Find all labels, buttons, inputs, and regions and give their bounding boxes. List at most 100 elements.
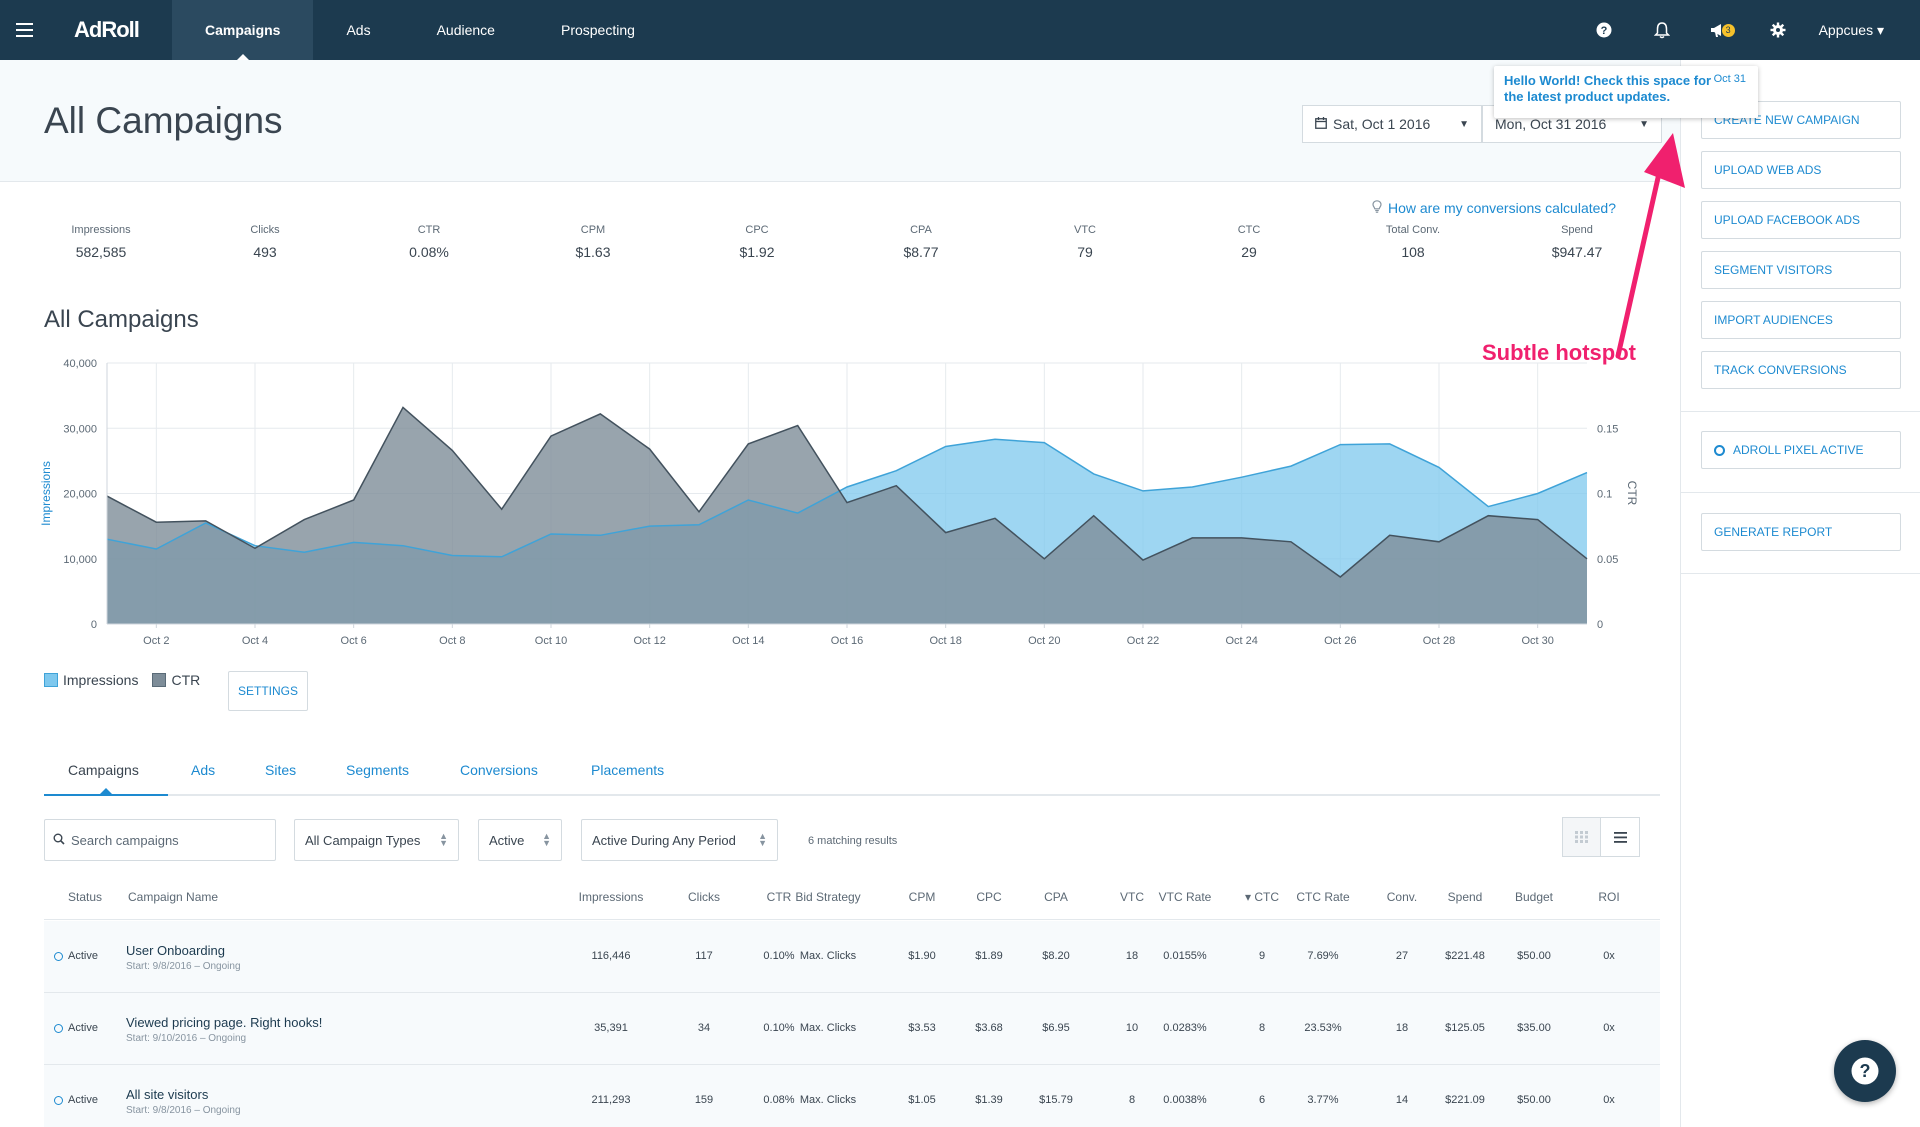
chevron-down-icon: ▼ — [1459, 118, 1469, 130]
track-conversions-button[interactable]: TRACK CONVERSIONS — [1701, 351, 1901, 389]
status-cell: Active — [54, 1094, 98, 1106]
search-icon — [53, 833, 65, 848]
table-row[interactable]: Active Viewed pricing page. Right hooks! S… — [44, 993, 1660, 1065]
bell-icon[interactable] — [1633, 0, 1691, 60]
cell-vtc: 10 — [1125, 1022, 1139, 1034]
upload-web-ads-button[interactable]: UPLOAD WEB ADS — [1701, 151, 1901, 189]
gear-icon[interactable] — [1749, 0, 1807, 60]
campaign-name-link[interactable]: User Onboarding — [126, 943, 225, 958]
column-header[interactable]: CPA — [1044, 890, 1068, 904]
svg-text:?: ? — [1860, 1061, 1871, 1081]
stat-value: 0.08% — [409, 244, 449, 260]
chart-legend: Impressions CTR — [44, 672, 200, 688]
column-header[interactable]: Bid Strategy — [795, 890, 861, 904]
column-header[interactable]: Impressions — [578, 890, 644, 904]
cell-roi: 0x — [1603, 1022, 1615, 1034]
column-header[interactable]: ▾ CTC — [1244, 890, 1280, 904]
tab-sites[interactable]: Sites — [265, 762, 297, 778]
legend-swatch-ctr[interactable] — [152, 673, 167, 687]
column-header[interactable]: ROI — [1598, 890, 1620, 904]
cell-impressions: 116,446 — [591, 950, 631, 962]
table-row[interactable]: Active All site visitors Start: 9/8/2016 –… — [44, 1065, 1660, 1127]
product-update-popover[interactable]: Hello World! Check this space for the la… — [1494, 66, 1758, 118]
annotation-label: Subtle hotspot — [1482, 340, 1636, 365]
stat-value: 29 — [1241, 244, 1257, 260]
nav-tab-audience[interactable]: Audience — [436, 22, 495, 38]
nav-tab-campaigns[interactable]: Campaigns — [172, 0, 314, 60]
column-header[interactable]: Budget — [1514, 890, 1554, 904]
menu-icon[interactable] — [0, 0, 48, 60]
svg-text:?: ? — [1600, 25, 1607, 37]
column-header[interactable]: VTC Rate — [1158, 890, 1212, 904]
grid-view-toggle[interactable] — [1562, 817, 1602, 857]
column-header[interactable]: Conv. — [1386, 890, 1418, 904]
tab-segments[interactable]: Segments — [346, 762, 410, 778]
cell-roi: 0x — [1603, 950, 1615, 962]
upload-facebook-ads-button[interactable]: UPLOAD FACEBOOK ADS — [1701, 201, 1901, 239]
user-menu[interactable]: Appcues ▾ — [1818, 21, 1884, 38]
chart-settings-button[interactable]: SETTINGS — [228, 671, 308, 711]
x-tick-label: Oct 22 — [1127, 635, 1159, 647]
campaign-type-value: All Campaign Types — [305, 832, 421, 848]
column-header[interactable]: Status — [68, 890, 103, 904]
campaign-name-link[interactable]: Viewed pricing page. Right hooks! — [126, 1015, 323, 1030]
column-header[interactable]: VTC — [1120, 890, 1144, 904]
help-circle-icon[interactable]: ? — [1575, 0, 1633, 60]
status-cell: Active — [54, 1022, 98, 1034]
tab-placements[interactable]: Placements — [591, 762, 665, 778]
cell-bid: Max. Clicks — [799, 1094, 857, 1106]
generate-report-button[interactable]: GENERATE REPORT — [1701, 513, 1901, 551]
stat-value: 79 — [1077, 244, 1093, 260]
list-view-toggle[interactable] — [1600, 817, 1640, 857]
cell-ctc-rate: 3.77% — [1307, 1094, 1339, 1106]
cell-spend: $221.09 — [1445, 1094, 1485, 1106]
column-header[interactable]: CPM — [908, 890, 936, 904]
column-header[interactable]: Spend — [1447, 890, 1483, 904]
campaign-type-select[interactable]: All Campaign Types ▲ ▼ — [294, 819, 459, 861]
divider — [1681, 411, 1920, 412]
stat-value: $1.63 — [575, 244, 611, 260]
search-campaigns-field[interactable]: Search campaigns — [44, 819, 276, 861]
nav-tab-ads[interactable]: Ads — [346, 22, 371, 38]
stat-label: Impressions — [71, 224, 131, 236]
legend-swatch-impressions[interactable] — [44, 673, 58, 687]
segment-visitors-button[interactable]: SEGMENT VISITORS — [1701, 251, 1901, 289]
tab-conversions[interactable]: Conversions — [460, 762, 538, 778]
column-header[interactable]: CTC Rate — [1296, 890, 1350, 904]
status-select[interactable]: Active ▲ ▼ — [478, 819, 562, 861]
stat-value: $947.47 — [1551, 244, 1603, 260]
stat-ctc: CTC 29 — [1179, 224, 1319, 260]
tab-ads[interactable]: Ads — [191, 762, 216, 778]
column-header[interactable]: CTR — [766, 890, 792, 904]
megaphone-icon[interactable]: 3 — [1691, 0, 1749, 60]
chart-title: All Campaigns — [44, 306, 199, 333]
status-cell: Active — [54, 950, 98, 962]
stat-ctr: CTR 0.08% — [359, 224, 499, 260]
tab-campaigns[interactable]: Campaigns — [68, 762, 139, 778]
help-chat-button[interactable]: ? — [1834, 1040, 1896, 1102]
pixel-status-button[interactable]: ADROLL PIXEL ACTIVE — [1701, 431, 1901, 469]
conversions-help-link[interactable]: How are my conversions calculated? — [1372, 200, 1616, 216]
period-select[interactable]: Active During Any Period ▲ ▼ — [581, 819, 778, 861]
stat-value: $8.77 — [903, 244, 939, 260]
x-tick-label: Oct 20 — [1028, 635, 1060, 647]
y-tick-label: 20,000 — [63, 489, 97, 501]
table-row[interactable]: Active User Onboarding Start: 9/8/2016 – O… — [44, 921, 1660, 993]
adroll-logo[interactable]: AdRoll — [74, 17, 140, 42]
column-header[interactable]: Campaign Name — [128, 890, 219, 904]
campaign-name-link[interactable]: All site visitors — [126, 1087, 209, 1102]
status-circle-icon — [54, 951, 63, 961]
stat-label: Total Conv. — [1385, 224, 1441, 236]
nav-tab-prospecting[interactable]: Prospecting — [560, 22, 635, 38]
column-header[interactable]: Clicks — [688, 890, 720, 904]
start-date-picker[interactable]: Sat, Oct 1 2016 ▼ — [1302, 105, 1482, 143]
legend-label-impressions[interactable]: Impressions — [63, 672, 139, 688]
stat-label: CPA — [910, 224, 932, 236]
y-tick-label: 0 — [91, 619, 97, 631]
campaign-start-date: Start: 9/10/2016 – Ongoing — [126, 1033, 247, 1044]
column-header[interactable]: CPC — [976, 890, 1002, 904]
y2-tick-label: 0 — [1597, 619, 1603, 631]
cell-cpm: $1.05 — [908, 1094, 936, 1106]
import-audiences-button[interactable]: IMPORT AUDIENCES — [1701, 301, 1901, 339]
legend-label-ctr[interactable]: CTR — [171, 672, 201, 688]
